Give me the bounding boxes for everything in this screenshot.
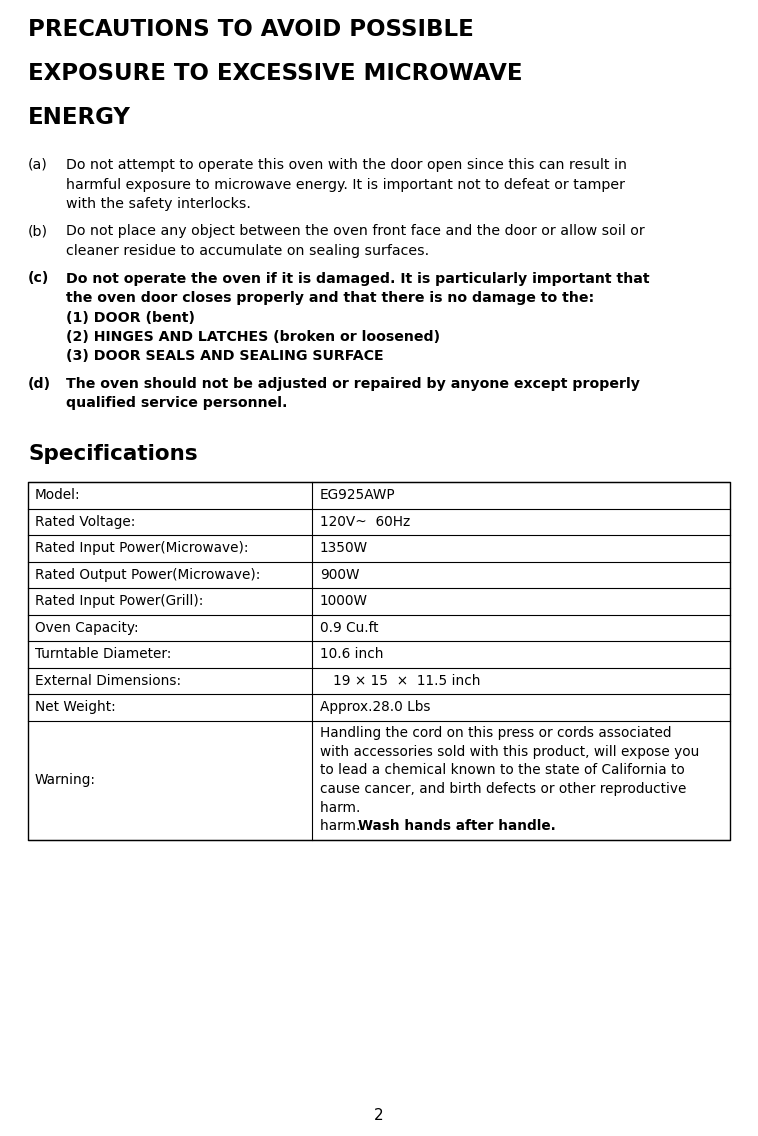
Text: the oven door closes properly and that there is no damage to the:: the oven door closes properly and that t… [66,291,594,304]
Text: (c): (c) [28,272,49,285]
Bar [28,482,730,840]
Text: 1000W: 1000W [320,594,368,608]
Text: Rated Output Power(Microwave):: Rated Output Power(Microwave): [35,568,261,582]
Text: Turntable Diameter:: Turntable Diameter: [35,648,171,661]
Text: with the safety interlocks.: with the safety interlocks. [66,197,251,211]
Text: (d): (d) [28,377,51,391]
Text: PRECAUTIONS TO AVOID POSSIBLE: PRECAUTIONS TO AVOID POSSIBLE [28,18,474,41]
Text: Oven Capacity:: Oven Capacity: [35,620,139,635]
Text: ENERGY: ENERGY [28,106,131,130]
Text: cleaner residue to accumulate on sealing surfaces.: cleaner residue to accumulate on sealing… [66,244,429,258]
Text: Rated Input Power(Grill):: Rated Input Power(Grill): [35,594,203,608]
Text: Do not place any object between the oven front face and the door or allow soil o: Do not place any object between the oven… [66,225,645,239]
Text: External Dimensions:: External Dimensions: [35,674,181,687]
Text: Handling the cord on this press or cords associated: Handling the cord on this press or cords… [320,727,672,741]
Text: cause cancer, and birth defects or other reproductive: cause cancer, and birth defects or other… [320,782,687,796]
Text: harmful exposure to microwave energy. It is important not to defeat or tamper: harmful exposure to microwave energy. It… [66,177,625,192]
Text: 2: 2 [374,1109,384,1124]
Text: EXPOSURE TO EXCESSIVE MICROWAVE: EXPOSURE TO EXCESSIVE MICROWAVE [28,62,522,85]
Text: (3) DOOR SEALS AND SEALING SURFACE: (3) DOOR SEALS AND SEALING SURFACE [66,350,384,364]
Text: (b): (b) [28,225,48,239]
Text: 0.9 Cu.ft: 0.9 Cu.ft [320,620,378,635]
Text: Specifications: Specifications [28,444,198,463]
Text: (a): (a) [28,158,48,172]
Text: 900W: 900W [320,568,359,582]
Text: Rated Input Power(Microwave):: Rated Input Power(Microwave): [35,541,249,556]
Text: Do not operate the oven if it is damaged. It is particularly important that: Do not operate the oven if it is damaged… [66,272,650,285]
Text: harm.: harm. [320,801,365,815]
Text: Net Weight:: Net Weight: [35,700,116,715]
Text: (1) DOOR (bent): (1) DOOR (bent) [66,310,195,325]
Text: 10.6 inch: 10.6 inch [320,648,384,661]
Text: (2) HINGES AND LATCHES (broken or loosened): (2) HINGES AND LATCHES (broken or loosen… [66,329,440,344]
Text: qualified service personnel.: qualified service personnel. [66,396,287,410]
Text: Warning:: Warning: [35,772,96,787]
Text: The oven should not be adjusted or repaired by anyone except properly: The oven should not be adjusted or repai… [66,377,640,391]
Text: Do not attempt to operate this oven with the door open since this can result in: Do not attempt to operate this oven with… [66,158,627,172]
Text: EG925AWP: EG925AWP [320,488,396,502]
Text: 1350W: 1350W [320,541,368,556]
Text: Wash hands after handle.: Wash hands after handle. [358,819,556,833]
Text: to lead a chemical known to the state of California to: to lead a chemical known to the state of… [320,763,684,777]
Text: with accessories sold with this product, will expose you: with accessories sold with this product,… [320,745,699,759]
Text: Model:: Model: [35,488,80,502]
Text: harm.: harm. [320,819,365,833]
Text: 120V~  60Hz: 120V~ 60Hz [320,515,410,528]
Text: Rated Voltage:: Rated Voltage: [35,515,136,528]
Text: 19 × 15  ×  11.5 inch: 19 × 15 × 11.5 inch [320,674,481,687]
Text: Approx.28.0 Lbs: Approx.28.0 Lbs [320,700,431,715]
